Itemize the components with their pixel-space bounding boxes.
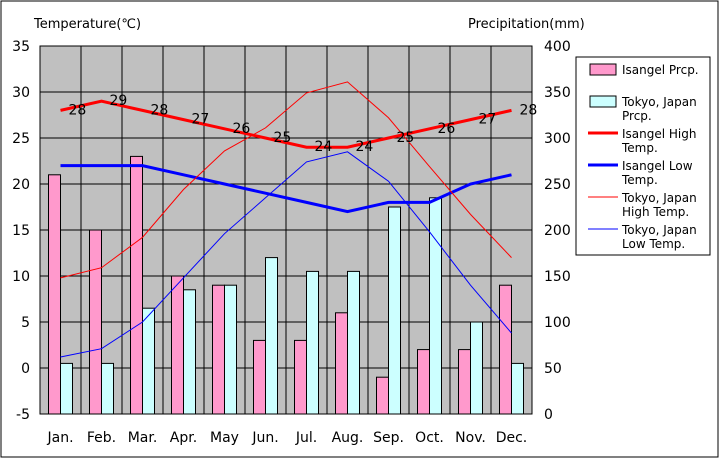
category-label: Mar. xyxy=(128,430,158,446)
data-label-high: 28 xyxy=(69,102,87,118)
left-tick-label: 30 xyxy=(12,85,30,101)
bar-isangel-prcp xyxy=(171,275,184,415)
category-label: Jan. xyxy=(46,430,73,446)
right-tick-label: 0 xyxy=(544,407,553,423)
right-tick-label: 350 xyxy=(544,85,571,101)
isangel-low-line xyxy=(60,164,512,214)
bar-isangel-prcp xyxy=(499,284,512,415)
bar-isangel-prcp xyxy=(376,376,389,415)
category-label: May xyxy=(210,430,239,446)
left-tick-label: 0 xyxy=(21,361,30,377)
data-label-high: 24 xyxy=(356,139,374,155)
line-series xyxy=(60,81,512,358)
left-tick-label: 25 xyxy=(12,131,30,147)
right-tick-label: 150 xyxy=(544,269,571,285)
bar-tokyo-prcp xyxy=(142,307,155,415)
data-labels: 28 29 28 27 26 25 24 24 25 26 27 28 xyxy=(69,93,538,155)
bar-isangel-prcp xyxy=(89,229,102,415)
bar-tokyo-prcp xyxy=(347,270,360,415)
legend-box xyxy=(575,56,711,256)
right-tick-label: 400 xyxy=(544,39,571,55)
left-axis-title: Temperature(℃) xyxy=(33,17,141,32)
left-tick-label: -5 xyxy=(16,407,30,423)
bar-isangel-prcp xyxy=(212,284,225,415)
bar-tokyo-prcp xyxy=(265,257,278,415)
tokyo-high-line xyxy=(60,81,512,279)
bar-tokyo-prcp xyxy=(429,197,442,415)
data-label-high: 25 xyxy=(397,130,415,146)
category-label: Jul. xyxy=(295,430,317,446)
category-label: Oct. xyxy=(415,430,444,446)
bar-tokyo-prcp xyxy=(511,362,524,415)
bar-tokyo-prcp xyxy=(101,362,114,415)
bar-tokyo-prcp xyxy=(183,289,196,415)
data-label-high: 26 xyxy=(438,121,456,137)
legend-swatch xyxy=(589,63,617,76)
category-label: Sep. xyxy=(373,430,404,446)
bar-tokyo-prcp xyxy=(306,270,319,415)
data-label-high: 25 xyxy=(274,130,292,146)
left-tick-label: 10 xyxy=(12,269,30,285)
bar-isangel-prcp xyxy=(458,349,471,415)
data-label-high: 27 xyxy=(192,112,210,128)
category-label: Apr. xyxy=(170,430,197,446)
right-tick-label: 300 xyxy=(544,131,571,147)
tokyo-low-line xyxy=(60,151,512,358)
right-tick-label: 100 xyxy=(544,315,571,331)
bar-tokyo-prcp xyxy=(470,321,483,415)
category-label: Dec. xyxy=(496,430,528,446)
right-tick-label: 250 xyxy=(544,177,571,193)
right-axis-title: Precipitation(mm) xyxy=(468,17,585,32)
isangel-high-line xyxy=(60,99,512,149)
legend-label: Isangel High Temp. xyxy=(621,127,696,155)
left-tick-label: 35 xyxy=(12,39,30,55)
legend: Isangel Prcp. Tokyo, Japan Prcp. Isangel Hi… xyxy=(575,56,711,256)
category-label: Jun. xyxy=(251,430,278,446)
left-tick-label: 5 xyxy=(21,315,30,331)
left-tick-label: 20 xyxy=(12,177,30,193)
bar-isangel-prcp xyxy=(253,339,266,415)
bar-tokyo-prcp xyxy=(388,206,401,415)
category-label: Nov. xyxy=(455,430,486,446)
bar-isangel-prcp xyxy=(48,174,61,415)
data-label-high: 29 xyxy=(110,93,128,109)
right-tick-label: 50 xyxy=(544,361,562,377)
data-label-high: 28 xyxy=(151,102,169,118)
category-label: Aug. xyxy=(332,430,364,446)
bar-isangel-prcp xyxy=(130,155,143,415)
legend-label: Tokyo, Japan High Temp. xyxy=(621,191,697,219)
left-tick-label: 15 xyxy=(12,223,30,239)
legend-swatch xyxy=(589,95,617,108)
gridlines xyxy=(40,46,532,414)
legend-label: Isangel Prcp. xyxy=(622,63,699,77)
bar-tokyo-prcp xyxy=(224,284,237,415)
axes: -505101520253035050100150200250300350400… xyxy=(12,39,571,446)
right-tick-label: 200 xyxy=(544,223,571,239)
legend-label: Tokyo, Japan Prcp. xyxy=(621,95,697,123)
legend-label: Tokyo, Japan Low Temp. xyxy=(621,223,697,251)
bar-series xyxy=(48,155,524,415)
data-label-high: 26 xyxy=(233,121,251,137)
category-label: Feb. xyxy=(87,430,116,446)
bar-isangel-prcp xyxy=(294,339,307,415)
legend-label: Isangel Low Temp. xyxy=(621,159,693,187)
data-label-high: 24 xyxy=(315,139,333,155)
data-label-high: 28 xyxy=(520,102,538,118)
bar-isangel-prcp xyxy=(417,349,430,415)
bar-isangel-prcp xyxy=(335,312,348,415)
bar-tokyo-prcp xyxy=(60,362,73,415)
data-label-high: 27 xyxy=(479,112,497,128)
